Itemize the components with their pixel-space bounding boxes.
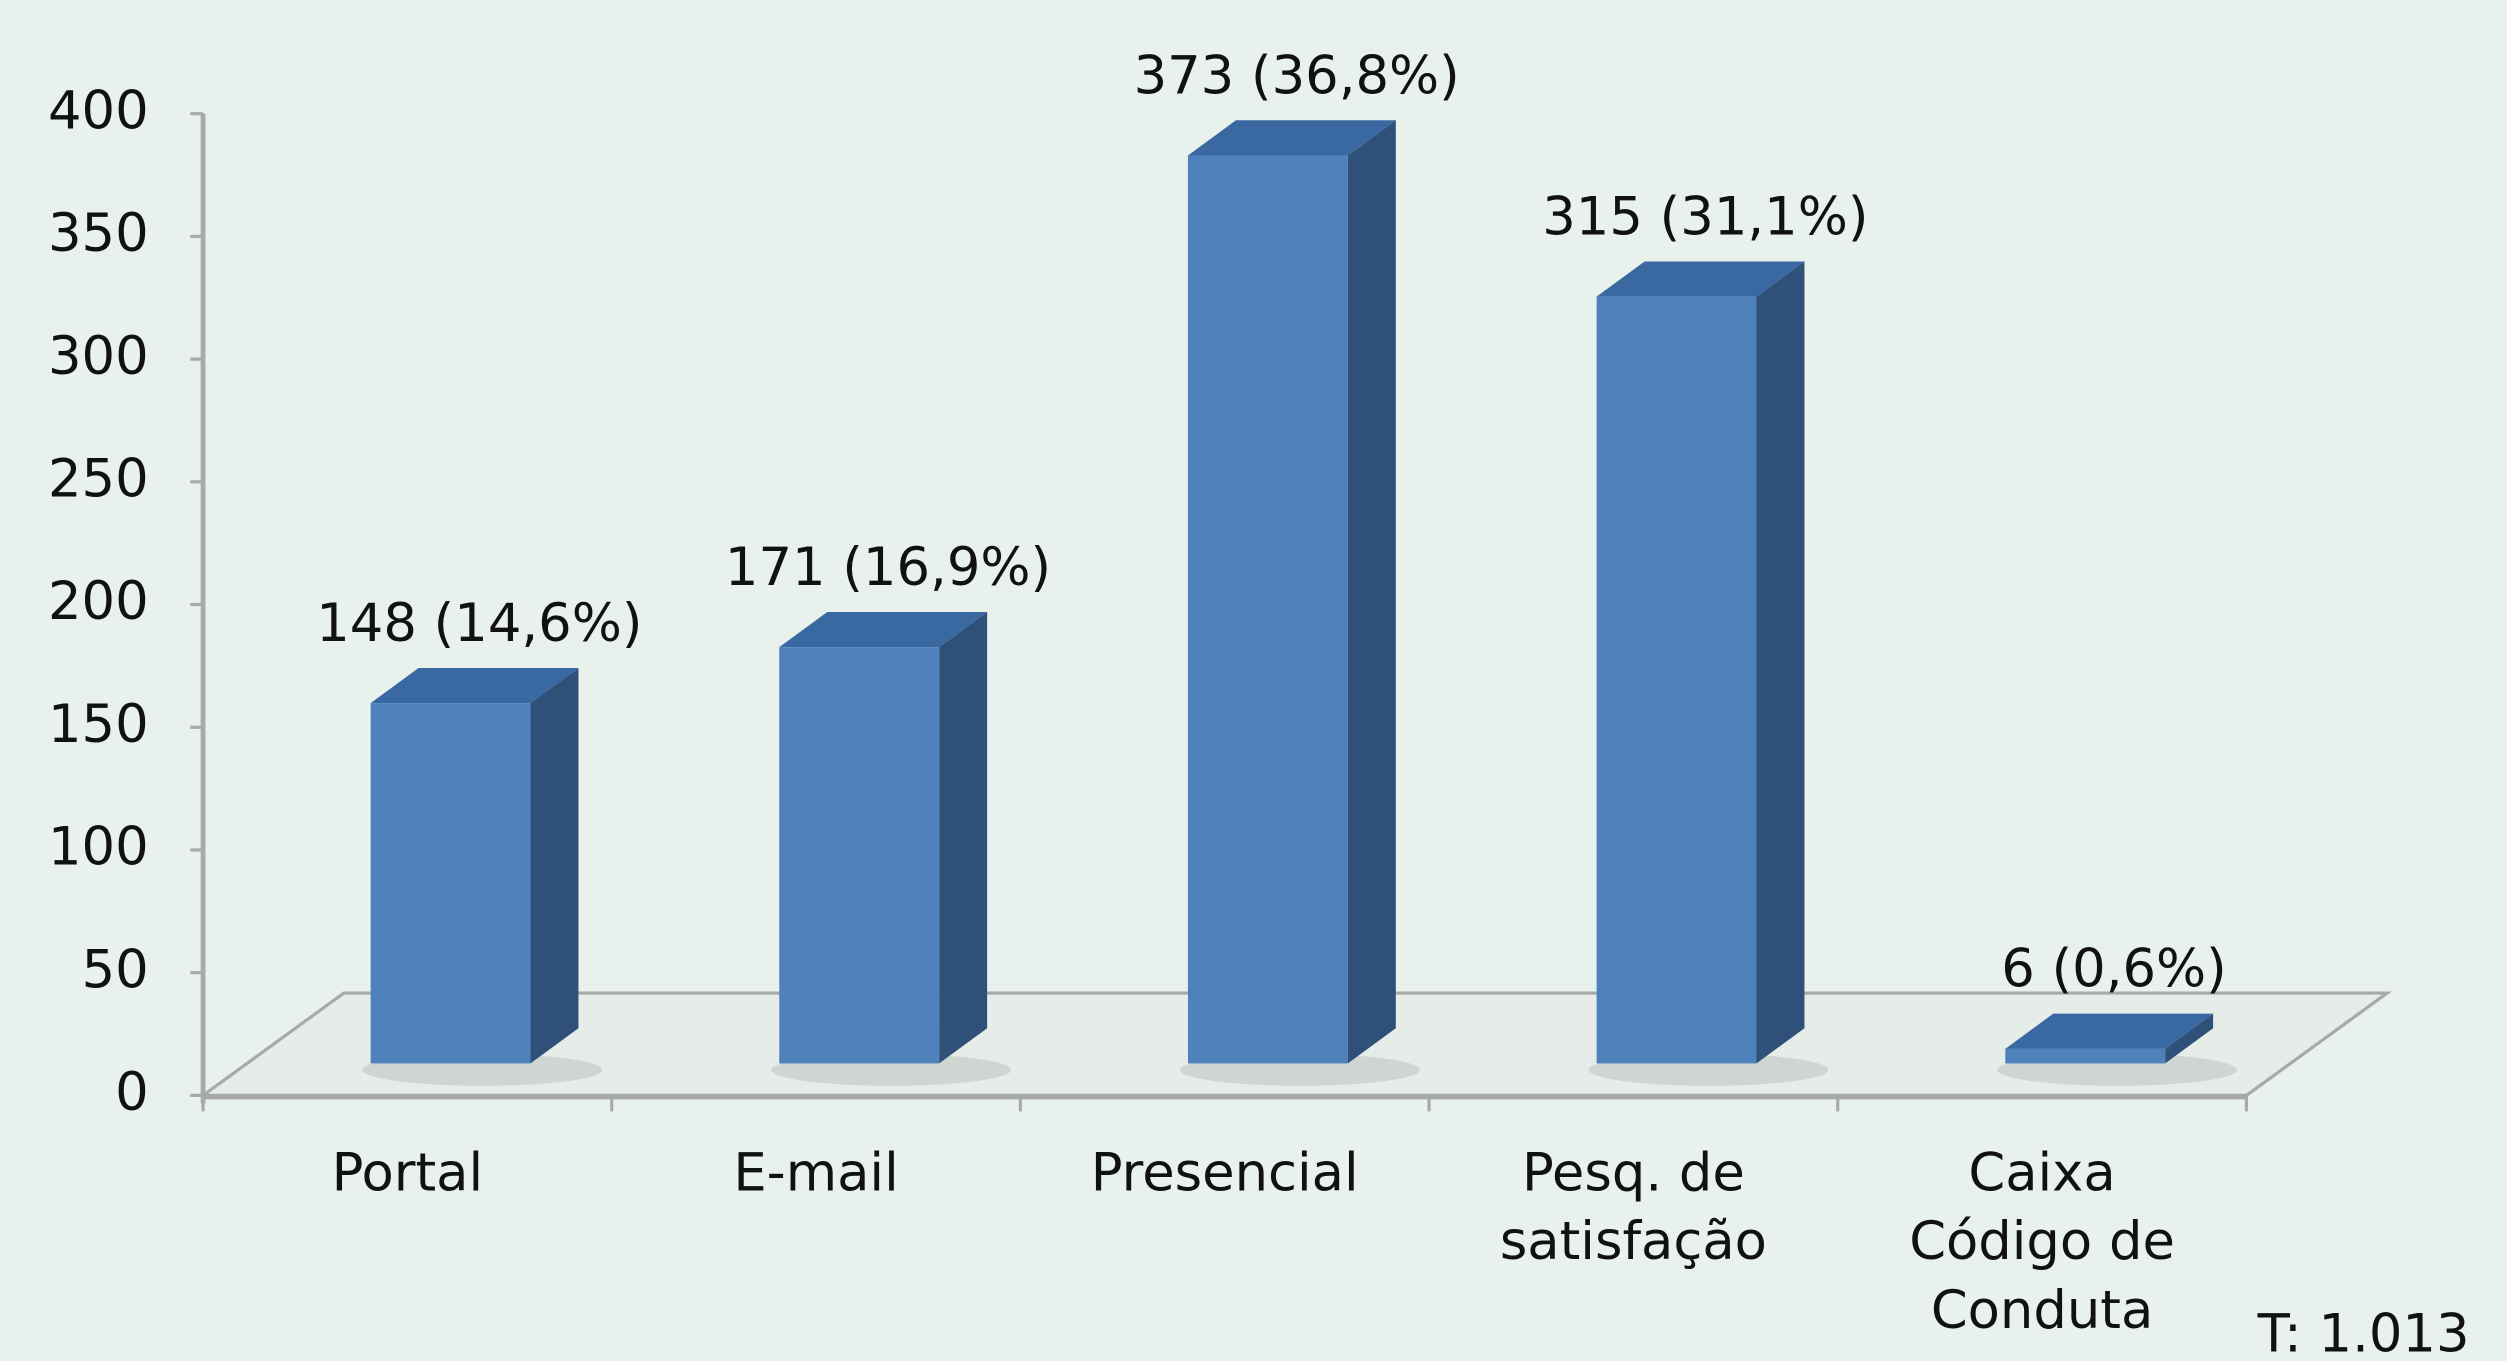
value-label: 373 (36,8%) [1134,45,1460,106]
x-tick-label: E-mail [733,1142,898,1203]
bar-side [1756,261,1805,1064]
value-label: 148 (14,6%) [316,593,642,654]
y-tick-label: 400 [48,80,149,141]
bar-side [530,667,579,1064]
x-tick-label: Portal [332,1142,484,1203]
y-tick-label: 50 [82,939,149,1000]
y-tick-label: 100 [48,817,149,878]
bar-side [939,611,988,1064]
bar-top [779,611,988,648]
bar-top [1187,120,1396,156]
bar-top [2005,1013,2214,1049]
y-tick-label: 300 [48,326,149,387]
y-tick-label: 350 [48,203,149,264]
value-label: 6 (0,6%) [2001,939,2227,1000]
bar [2005,1048,2166,1064]
y-tick-label: 200 [48,571,149,632]
bar-side [2165,1013,2214,1064]
value-label: 315 (31,1%) [1542,187,1868,248]
bar-top [1596,261,1805,297]
bar-side [1347,120,1396,1064]
bar [1187,155,1348,1064]
x-tick-label: Pesq. de satisfação [1500,1142,1767,1272]
value-label: 171 (16,9%) [725,537,1051,598]
bar [779,647,940,1064]
y-tick-label: 250 [48,448,149,509]
bar [370,703,531,1064]
y-tick-label: 0 [115,1062,149,1123]
bar [1596,296,1757,1064]
annotation: T: 1.013 [2257,1303,2470,1361]
bar-top [370,667,579,704]
y-tick-label: 150 [48,694,149,755]
x-tick-label: Caixa Código de Conduta [1909,1142,2175,1341]
x-tick-label: Presencial [1091,1142,1359,1203]
